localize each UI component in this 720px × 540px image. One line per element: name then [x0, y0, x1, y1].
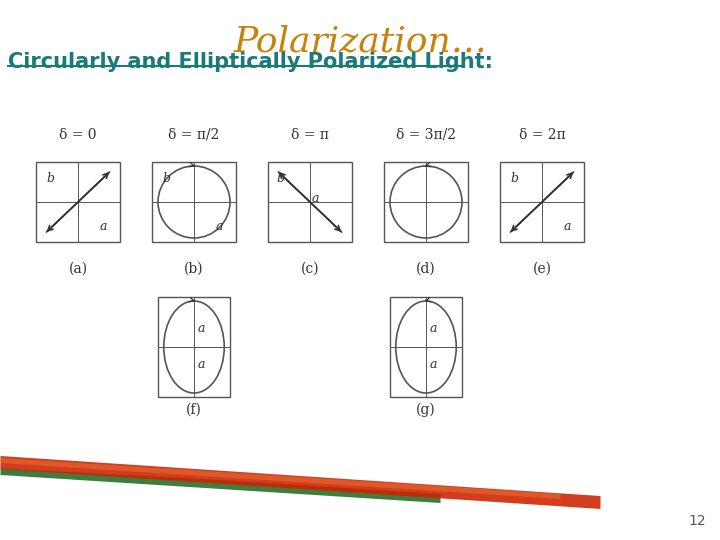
Text: δ = π/2: δ = π/2 — [168, 128, 220, 142]
Text: (a): (a) — [68, 262, 88, 276]
Text: δ = 2π: δ = 2π — [518, 128, 565, 142]
Bar — [384, 162, 468, 242]
Text: (b): (b) — [184, 262, 204, 276]
Text: a: a — [99, 219, 107, 233]
Bar — [390, 297, 462, 397]
Text: b: b — [276, 172, 284, 185]
Bar — [500, 162, 584, 242]
Text: (c): (c) — [301, 262, 319, 276]
Text: δ = 0: δ = 0 — [59, 128, 96, 142]
Text: δ = π: δ = π — [291, 128, 329, 142]
Text: a: a — [312, 192, 320, 205]
Text: (e): (e) — [533, 262, 552, 276]
Text: b: b — [510, 172, 518, 185]
Text: a: a — [198, 359, 205, 372]
Text: a: a — [430, 359, 438, 372]
Text: (g): (g) — [416, 403, 436, 417]
Text: δ = 3π/2: δ = 3π/2 — [396, 128, 456, 142]
Text: a: a — [564, 219, 571, 233]
Text: Circularly and Elliptically Polarized Light:: Circularly and Elliptically Polarized Li… — [8, 52, 493, 72]
Text: a: a — [198, 322, 205, 335]
Text: 12: 12 — [688, 514, 706, 528]
Text: a: a — [430, 322, 438, 335]
Text: b: b — [46, 172, 55, 185]
Text: Polarization…: Polarization… — [233, 25, 487, 59]
Bar — [36, 162, 120, 242]
Text: (d): (d) — [416, 262, 436, 276]
Text: b: b — [163, 172, 171, 185]
Text: a: a — [215, 219, 223, 233]
Bar — [158, 297, 230, 397]
Text: (f): (f) — [186, 403, 202, 417]
Bar — [152, 162, 236, 242]
Bar — [268, 162, 352, 242]
